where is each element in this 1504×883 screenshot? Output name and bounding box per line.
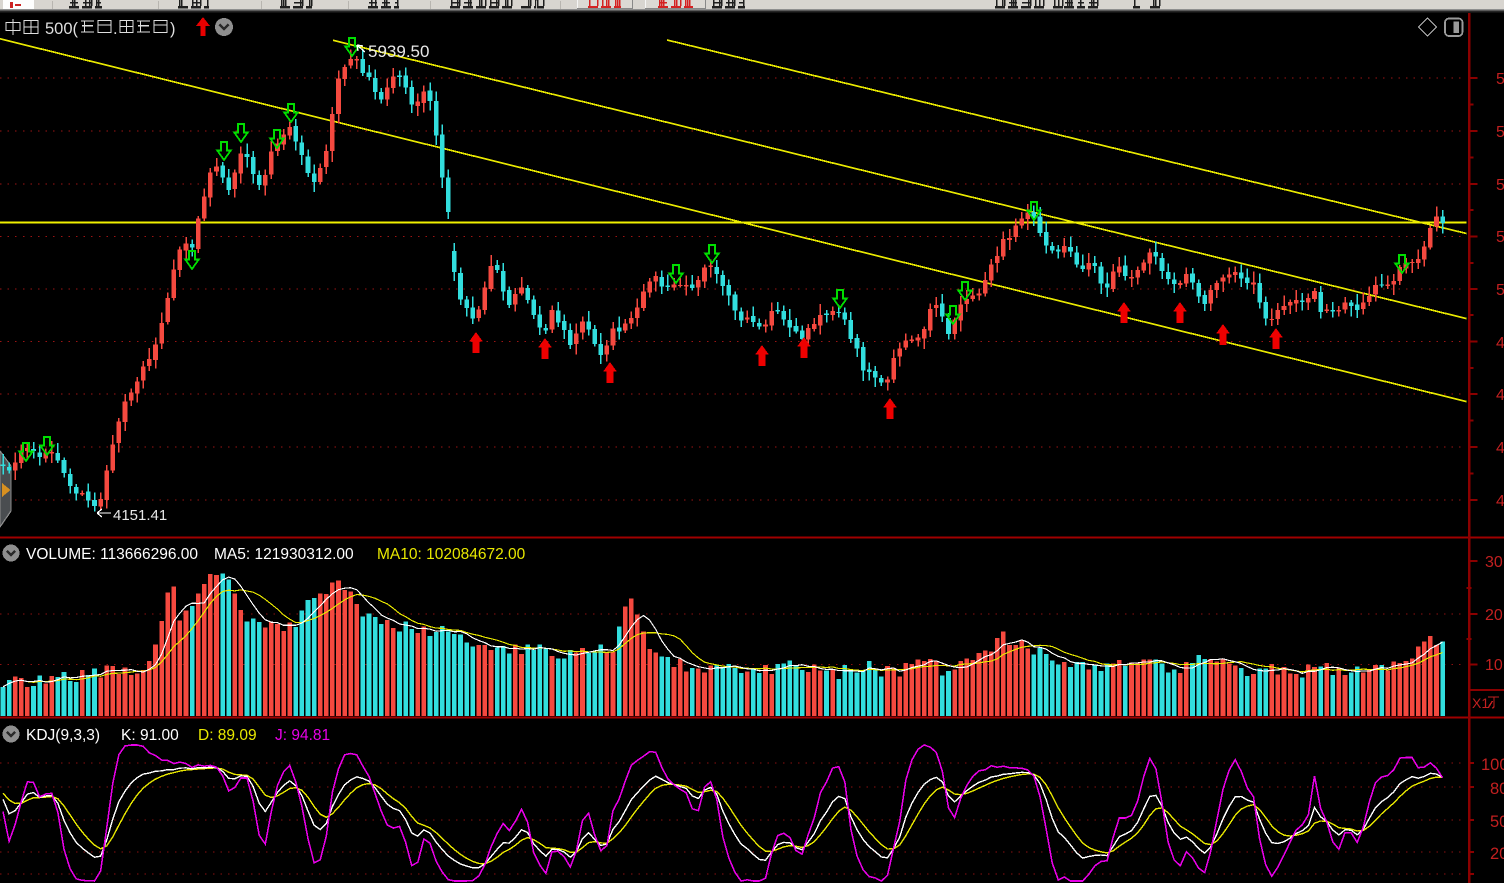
svg-text:VOLUME: 113666296.00: VOLUME: 113666296.00 — [26, 546, 198, 563]
svg-text:58: 58 — [1496, 177, 1504, 194]
svg-text:30: 30 — [1485, 554, 1503, 571]
svg-text:KDJ(9,3,3): KDJ(9,3,3) — [26, 727, 100, 744]
svg-text:J: 94.81: J: 94.81 — [275, 727, 330, 744]
svg-text:MA10: 102084672.00: MA10: 102084672.00 — [377, 546, 526, 563]
svg-text:MA5: 121930312.00: MA5: 121930312.00 — [214, 546, 354, 563]
svg-text:20: 20 — [1490, 845, 1504, 863]
svg-text:20: 20 — [1485, 607, 1503, 624]
svg-text:58: 58 — [1496, 124, 1504, 141]
svg-text:48: 48 — [1496, 335, 1504, 352]
svg-text:5939.50: 5939.50 — [368, 42, 429, 61]
svg-text:K: 91.00: K: 91.00 — [121, 727, 179, 744]
svg-text:58: 58 — [1496, 229, 1504, 246]
svg-text:10: 10 — [1485, 657, 1503, 674]
svg-text:): ) — [170, 20, 176, 38]
svg-text:48: 48 — [1496, 440, 1504, 457]
svg-text:.: . — [113, 20, 118, 38]
svg-text:100: 100 — [1481, 756, 1504, 774]
svg-text:X1: X1 — [1472, 695, 1489, 711]
svg-text:48: 48 — [1496, 493, 1504, 510]
svg-text:4151.41: 4151.41 — [113, 507, 167, 524]
svg-text:D: 89.09: D: 89.09 — [198, 727, 257, 744]
svg-text:48: 48 — [1496, 387, 1504, 404]
svg-text:58: 58 — [1496, 282, 1504, 299]
svg-text:500(: 500( — [45, 20, 79, 38]
svg-text:80: 80 — [1490, 780, 1504, 798]
svg-text:50: 50 — [1490, 813, 1504, 831]
svg-text:58: 58 — [1496, 71, 1504, 88]
